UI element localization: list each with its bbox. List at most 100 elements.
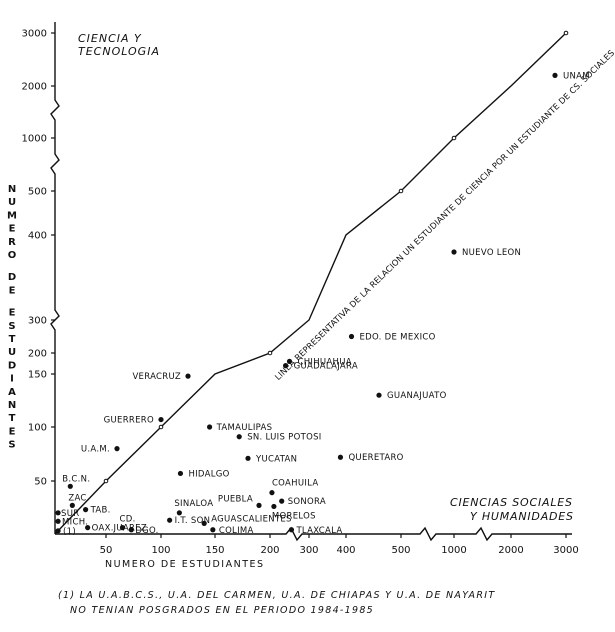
point-label: (1) (63, 527, 76, 537)
point-label: COLIMA (219, 526, 254, 536)
y-axis-label-letter: D (8, 272, 16, 283)
point-label: MORELOS (272, 511, 316, 521)
data-point (210, 527, 216, 533)
x-tick-label: 400 (336, 545, 355, 556)
point-label: JUAREZ (113, 524, 147, 534)
y-axis-label-letter: S (8, 321, 15, 332)
x-tick-label: 2000 (498, 545, 523, 556)
y-axis-label-letter: R (8, 237, 16, 248)
y-axis-label-letter: E (9, 426, 16, 437)
point-label: ZAC. (68, 493, 89, 503)
data-point (55, 528, 61, 534)
data-point (288, 527, 295, 533)
point-label: GUERRERO (104, 416, 154, 426)
equality-line-marker (103, 478, 109, 484)
x-tick-label: 150 (205, 545, 224, 556)
y-tick-label: 200 (28, 349, 47, 360)
x-tick-label: 200 (260, 545, 279, 556)
x-tick-label: 3000 (553, 545, 578, 556)
point-label: U.A.M. (81, 445, 110, 455)
x-tick-label: 50 (100, 545, 113, 556)
data-point (245, 455, 251, 461)
y-tick-label: 150 (28, 370, 47, 381)
region-label-bottom: Y HUMANIDADES (470, 510, 574, 523)
point-label: YUCATAN (255, 454, 297, 464)
data-point (552, 72, 558, 78)
region-label-top: CIENCIA Y (78, 32, 142, 45)
y-axis-label-letter: D (8, 360, 16, 371)
data-point (207, 424, 213, 430)
data-point (348, 333, 355, 340)
y-axis-label-letter: E (9, 224, 16, 235)
region-label-bottom: CIENCIAS SOCIALES (450, 496, 573, 509)
y-tick-label: 1000 (22, 134, 47, 145)
y-axis-label-letter: E (9, 285, 16, 296)
point-label: VERACRUZ (132, 372, 181, 382)
data-point (177, 470, 184, 477)
y-axis-label-letter: E (9, 308, 16, 319)
point-label: TLAXCALA (295, 526, 342, 536)
tick-labels: 50 100 150 200 300 400 500 1000 2000 3000 50 100 150… (22, 29, 579, 557)
point-label: B.C.N. (62, 474, 90, 484)
data-point (128, 527, 134, 533)
point-label: SN. LUIS POTOSI (247, 433, 321, 443)
diagonal-label: LINEA REPRESENTATIVA DE LA RELACION UN E… (273, 48, 615, 382)
data-point (271, 503, 277, 510)
y-tick-label: 2000 (22, 82, 47, 93)
y-tick-label: 50 (34, 477, 47, 488)
equality-line-marker (398, 188, 404, 194)
y-axis-label-letter: N (8, 400, 16, 411)
data-points (55, 72, 558, 534)
y-axis-label-letter: I (10, 374, 14, 385)
point-label: CD. (120, 515, 136, 525)
y-axis (50, 22, 60, 534)
point-label: UNAM (563, 71, 590, 81)
x-tick-label: 1000 (441, 545, 466, 556)
data-point (85, 525, 91, 531)
data-point (286, 358, 293, 364)
data-point (451, 249, 457, 255)
equality-line-marker (451, 135, 457, 141)
y-axis-label-letter: T (9, 413, 16, 424)
data-point (119, 525, 126, 531)
point-label: EDO. DE MEXICO (360, 333, 436, 343)
point-label: TAB. (90, 506, 111, 516)
point-label: SINALOA (174, 499, 213, 509)
data-point (279, 498, 285, 504)
y-axis-label-letter: U (8, 197, 16, 208)
data-point (376, 392, 382, 398)
data-point (201, 520, 207, 527)
data-point (269, 490, 275, 496)
y-tick-label: 3000 (22, 29, 47, 40)
region-label-top: TECNOLOGIA (78, 45, 160, 58)
y-axis-label-letter: T (9, 334, 16, 345)
point-label: COAHUILA (272, 479, 319, 489)
data-point (167, 517, 173, 523)
point-label: I.T. SON (175, 516, 211, 526)
point-label: SUR (61, 509, 79, 519)
point-label: HIDALGO (188, 469, 229, 479)
y-axis-label-letter: M (7, 210, 17, 221)
footnote-line-1: (1) LA U.A.B.C.S., U.A. DEL CARMEN, U.A.… (58, 590, 496, 601)
y-axis-label-letter: O (8, 250, 17, 261)
point-label: QUERETARO (348, 453, 403, 463)
y-tick-label: 400 (28, 231, 47, 242)
x-tick-label: 500 (391, 545, 410, 556)
diagonal-line (54, 30, 569, 535)
point-label: GUADALAJARA (294, 362, 358, 372)
x-axis-label: NUMERO DE ESTUDIANTES (105, 559, 265, 570)
data-point (256, 502, 262, 508)
y-tick-label: 500 (28, 187, 47, 198)
data-point (55, 518, 61, 524)
x-tick-label: 100 (151, 545, 170, 556)
point-label: NUEVO LEON (462, 248, 521, 258)
data-point (236, 434, 242, 440)
data-point (83, 507, 89, 513)
y-axis-label-letter: N (8, 184, 16, 195)
data-point (55, 510, 61, 516)
point-label: DGO. (135, 526, 158, 536)
data-point (69, 502, 75, 508)
data-point (185, 373, 191, 379)
